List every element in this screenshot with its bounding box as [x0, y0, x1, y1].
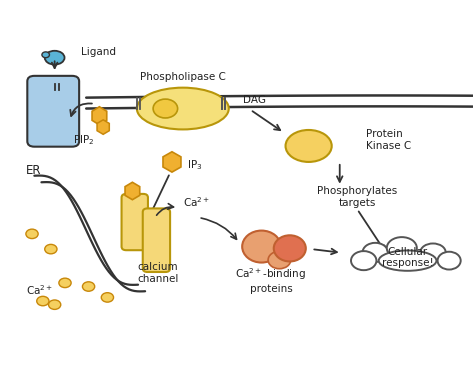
FancyBboxPatch shape: [121, 194, 148, 250]
Ellipse shape: [274, 235, 306, 261]
Text: PIP$_2$: PIP$_2$: [73, 133, 95, 147]
Text: IP$_3$: IP$_3$: [187, 159, 202, 172]
Text: DAG: DAG: [243, 95, 266, 105]
Ellipse shape: [351, 251, 376, 270]
Text: Ca$^{2+}$: Ca$^{2+}$: [183, 195, 210, 209]
Circle shape: [42, 52, 49, 58]
Text: Cellular
response!: Cellular response!: [382, 247, 433, 268]
Text: Ca$^{2+}$-binding
proteins: Ca$^{2+}$-binding proteins: [236, 267, 307, 294]
FancyBboxPatch shape: [27, 76, 79, 147]
Ellipse shape: [420, 243, 446, 261]
Text: calcium
channel: calcium channel: [137, 262, 179, 284]
Text: Protein
Kinase C: Protein Kinase C: [365, 129, 411, 151]
Circle shape: [45, 244, 57, 254]
Circle shape: [36, 296, 49, 306]
Ellipse shape: [137, 87, 229, 130]
Circle shape: [153, 99, 178, 118]
Ellipse shape: [438, 252, 461, 269]
Ellipse shape: [379, 250, 437, 271]
Polygon shape: [163, 152, 181, 172]
FancyBboxPatch shape: [143, 208, 170, 272]
Circle shape: [82, 282, 95, 291]
Circle shape: [268, 251, 291, 269]
Polygon shape: [97, 120, 109, 134]
Ellipse shape: [242, 231, 281, 262]
Polygon shape: [125, 182, 140, 200]
Text: ER: ER: [26, 164, 41, 177]
Ellipse shape: [387, 237, 417, 259]
Circle shape: [59, 278, 71, 288]
Ellipse shape: [45, 51, 64, 64]
Ellipse shape: [285, 130, 332, 162]
Text: Ligand: Ligand: [81, 46, 116, 56]
Text: Phospholipase C: Phospholipase C: [140, 72, 226, 82]
Polygon shape: [92, 107, 107, 125]
Text: Ca$^{2+}$: Ca$^{2+}$: [26, 283, 53, 297]
Circle shape: [101, 293, 114, 302]
Ellipse shape: [363, 243, 388, 262]
Circle shape: [48, 300, 61, 309]
Circle shape: [26, 229, 38, 239]
Text: Phosphorylates
targets: Phosphorylates targets: [317, 186, 397, 208]
